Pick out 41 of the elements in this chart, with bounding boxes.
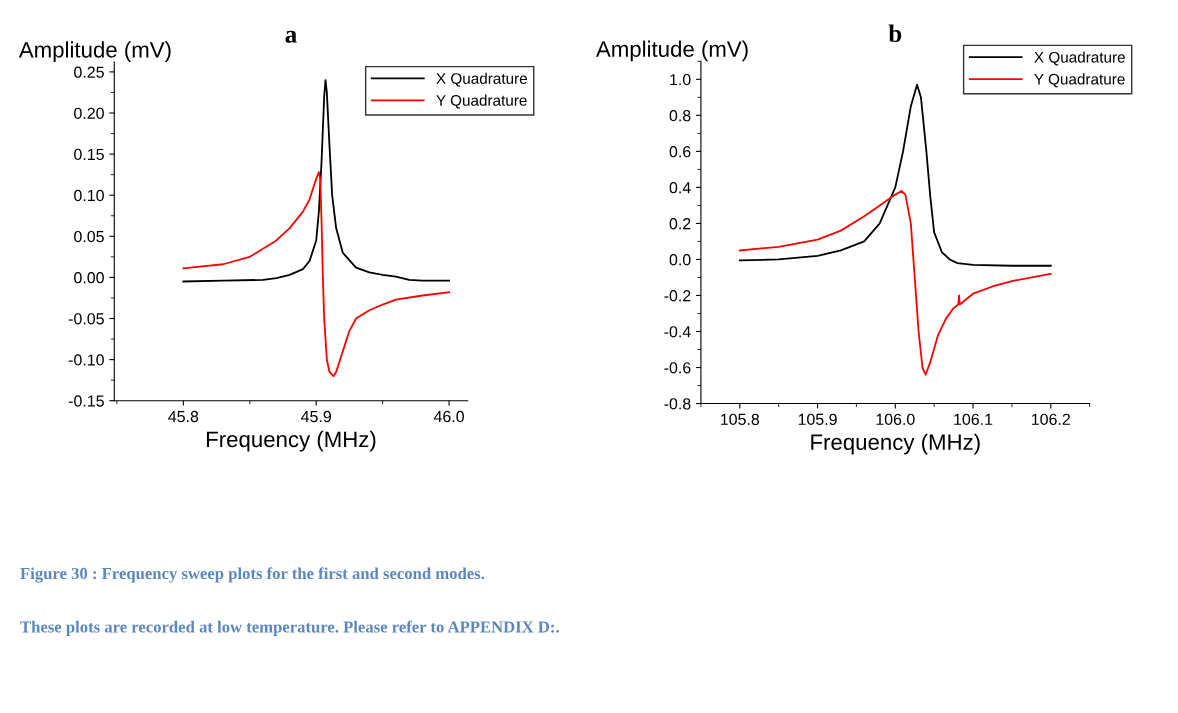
y-tick-label: -0.8 <box>664 398 691 410</box>
x-tick-label: 105.9 <box>798 413 837 426</box>
x-tick-label: 106.0 <box>876 413 915 426</box>
y-tick-label: 0.2 <box>669 218 691 230</box>
y-tick-label: 0.0 <box>669 254 691 266</box>
x-tick-label: 45.9 <box>301 410 331 423</box>
x-tick-label: 45.8 <box>168 410 199 423</box>
caption: Figure 30 : Frequency sweep plots for the first and second modes. <box>20 567 485 583</box>
x-tick-label: 106.2 <box>1032 413 1070 426</box>
x-axis-title: Frequency (MHz) <box>811 433 980 455</box>
legend-label: X Quadrature <box>1034 51 1125 66</box>
legend-label: Y Quadrature <box>1034 73 1125 88</box>
y-tick-label: 0.05 <box>74 230 104 243</box>
text: These plots are recorded at low temperature. Please refer to APPENDIX D:. <box>20 620 559 636</box>
y-axis-title: Amplitude (mV) <box>18 41 171 63</box>
chart-title: a <box>285 30 297 43</box>
x-tick-label: 46.0 <box>433 410 464 423</box>
y-tick-label: -0.2 <box>664 290 691 302</box>
y-tick-label: 1.0 <box>670 73 691 86</box>
y-tick-label: 0.4 <box>669 182 691 194</box>
line-series <box>182 171 450 377</box>
y-tick-label: -0.4 <box>664 326 691 338</box>
y-tick-label: -0.05 <box>68 313 104 325</box>
y-tick-label: 0.8 <box>669 109 691 122</box>
legend-label: Y Quadrature <box>436 94 527 109</box>
chart-title: b <box>888 24 902 43</box>
x-tick-label: 106.1 <box>954 413 993 426</box>
y-tick-label: 0.10 <box>74 189 104 202</box>
legend-label: X Quadrature <box>436 72 527 87</box>
y-tick-label: 0.15 <box>74 148 104 161</box>
y-tick-label: -0.15 <box>68 395 104 407</box>
y-tick-label: 0.20 <box>74 107 104 119</box>
x-tick-label: 105.8 <box>721 413 760 426</box>
y-tick-label: -0.6 <box>664 362 691 374</box>
x-axis-title: Frequency (MHz) <box>206 430 376 452</box>
line-series <box>738 190 1052 376</box>
y-tick-label: 0.6 <box>669 146 691 158</box>
y-tick-label: 0.00 <box>74 272 104 284</box>
y-tick-label: 0.25 <box>74 66 104 78</box>
y-axis-title: Amplitude (mV) <box>596 40 748 62</box>
y-tick-label: -0.10 <box>68 354 104 366</box>
